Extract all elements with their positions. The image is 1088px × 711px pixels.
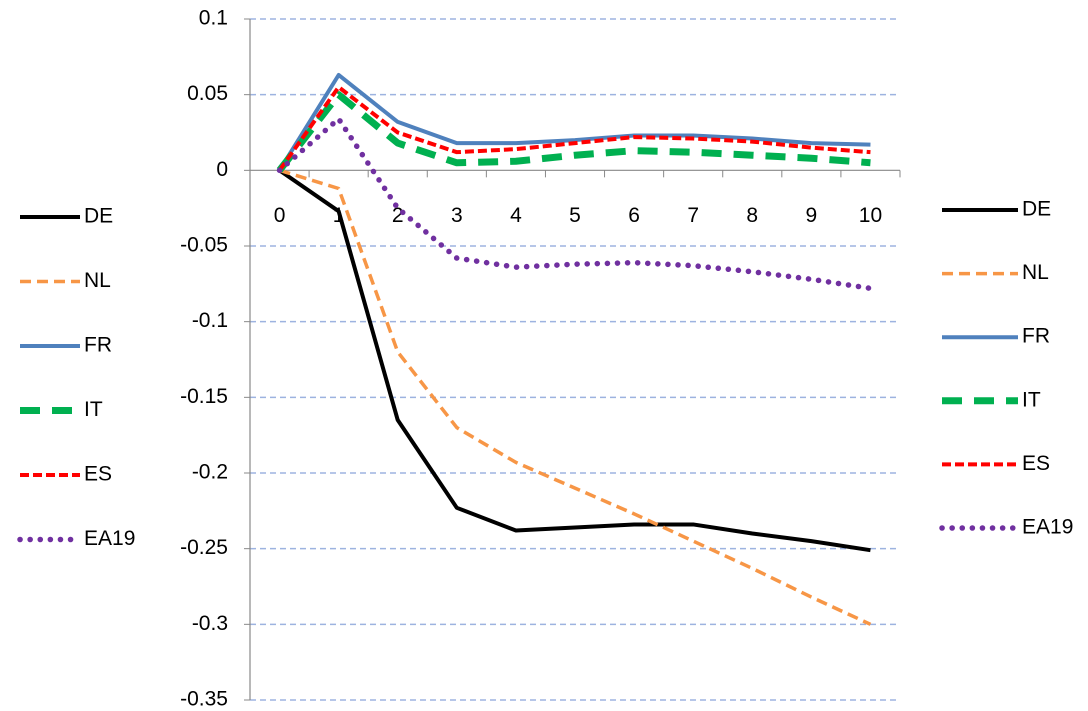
legend-label: IT: [84, 398, 103, 421]
legend-label: ES: [84, 463, 112, 486]
y-tick-label: -0.3: [192, 612, 228, 635]
x-tick-label: 0: [274, 204, 286, 227]
y-tick-label: -0.2: [192, 461, 228, 484]
y-tick-label: -0.35: [180, 688, 228, 711]
x-tick-label: 10: [859, 204, 882, 227]
series-line: [276, 116, 874, 292]
legend-label: NL: [1022, 261, 1049, 284]
legend-label: FR: [84, 334, 112, 357]
x-tick-label: 2: [392, 204, 404, 227]
legend-label: IT: [1022, 388, 1041, 411]
legend-label: EA19: [1022, 516, 1073, 539]
y-tick-label: -0.25: [180, 536, 228, 559]
x-tick-label: 7: [687, 204, 699, 227]
legend-label: DE: [84, 205, 113, 228]
x-tick-label: 5: [569, 204, 581, 227]
series-line: [278, 168, 871, 553]
y-tick-label: -0.05: [180, 234, 228, 257]
series-line: [276, 91, 871, 173]
series-line: [279, 168, 872, 626]
x-tick-label: 9: [806, 204, 818, 227]
y-tick-label: 0: [216, 158, 228, 181]
legend-label: EA19: [84, 527, 135, 550]
x-tick-label: 3: [451, 204, 463, 227]
y-tick-label: 0.05: [187, 82, 228, 105]
y-tick-label: 0.1: [199, 7, 228, 30]
y-tick-label: -0.1: [192, 309, 228, 332]
series-line: [277, 72, 871, 172]
x-tick-label: 6: [628, 204, 640, 227]
legend-label: FR: [1022, 325, 1050, 348]
legend-label: DE: [1022, 198, 1051, 221]
legend-label: NL: [84, 269, 111, 292]
legend-label: ES: [1022, 452, 1050, 475]
y-tick-label: -0.15: [180, 385, 228, 408]
series-line: [277, 85, 871, 172]
x-tick-label: 8: [746, 204, 758, 227]
x-tick-label: 4: [510, 204, 522, 227]
